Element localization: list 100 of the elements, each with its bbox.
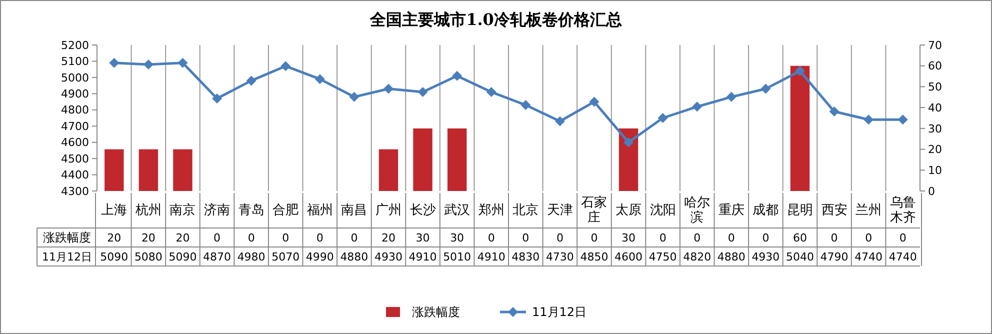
legend-label: 11月12日 bbox=[532, 305, 587, 320]
data-label: 20 bbox=[176, 231, 190, 244]
data-label: 0 bbox=[762, 231, 770, 244]
bar bbox=[413, 128, 432, 191]
data-label: 0 bbox=[214, 231, 221, 244]
data-label: 5040 bbox=[786, 250, 814, 264]
point bbox=[178, 58, 188, 68]
x-tick-label: 重庆 bbox=[718, 203, 744, 218]
y-tick-label: 4300 bbox=[61, 184, 89, 198]
x-tick-label: 长沙 bbox=[410, 203, 436, 218]
point bbox=[418, 87, 428, 98]
data-label: 30 bbox=[450, 231, 464, 244]
x-tick-label: 郑州 bbox=[478, 203, 504, 218]
data-label: 5090 bbox=[100, 250, 128, 264]
data-label: 0 bbox=[248, 231, 255, 244]
y2-tick-label: 10 bbox=[928, 164, 942, 177]
data-label: 0 bbox=[556, 231, 564, 244]
data-label: 4830 bbox=[512, 250, 540, 264]
data-label: 0 bbox=[728, 231, 735, 244]
bar bbox=[138, 149, 158, 191]
bar bbox=[790, 66, 810, 191]
data-label: 0 bbox=[865, 231, 872, 244]
data-label: 5090 bbox=[168, 250, 197, 264]
data-label: 0 bbox=[282, 231, 290, 244]
point bbox=[589, 96, 600, 107]
data-label: 5080 bbox=[134, 250, 162, 264]
data-label: 4880 bbox=[717, 250, 746, 264]
data-label: 4850 bbox=[580, 250, 608, 264]
data-label: 4910 bbox=[408, 250, 437, 264]
x-tick-label: 北京 bbox=[512, 203, 539, 218]
data-label: 0 bbox=[316, 231, 324, 244]
x-tick-label: 杭州 bbox=[134, 203, 162, 218]
y2-tick-label: 40 bbox=[928, 101, 942, 114]
data-label: 20 bbox=[381, 231, 396, 244]
x-tick-label: 济南 bbox=[204, 203, 230, 218]
point bbox=[658, 113, 668, 123]
data-label: 20 bbox=[107, 231, 122, 244]
data-label: 5070 bbox=[272, 250, 300, 264]
y2-tick-label: 70 bbox=[928, 38, 942, 52]
data-label: 0 bbox=[522, 231, 530, 244]
y2-tick-label: 50 bbox=[928, 80, 942, 94]
y-tick-label: 4900 bbox=[61, 88, 89, 101]
data-label: 4740 bbox=[888, 250, 917, 264]
bar bbox=[618, 128, 638, 191]
y2-tick-label: 0 bbox=[928, 184, 935, 198]
y-tick-label: 4500 bbox=[61, 152, 89, 166]
x-tick-label: 昆明 bbox=[786, 203, 813, 218]
data-label: 20 bbox=[141, 231, 156, 244]
point bbox=[898, 114, 908, 125]
data-label: 4930 bbox=[374, 250, 402, 264]
x-tick-label: 太原 bbox=[616, 203, 642, 218]
y-tick-label: 4700 bbox=[61, 120, 89, 133]
y-tick-label: 4400 bbox=[61, 168, 89, 182]
point bbox=[246, 76, 256, 86]
point bbox=[864, 114, 874, 125]
bar bbox=[378, 149, 398, 191]
data-label: 30 bbox=[622, 231, 636, 244]
point bbox=[726, 92, 736, 102]
point bbox=[109, 58, 120, 68]
data-label: 4790 bbox=[820, 250, 848, 264]
x-tick-label: 石家庄 bbox=[581, 194, 608, 226]
point bbox=[486, 87, 496, 98]
data-label: 5010 bbox=[443, 250, 472, 264]
point bbox=[212, 94, 222, 104]
data-label: 4910 bbox=[477, 250, 506, 264]
data-label: 0 bbox=[659, 231, 666, 244]
x-tick-label: 上海 bbox=[101, 203, 128, 218]
data-label: 0 bbox=[590, 231, 598, 244]
data-label: 4750 bbox=[648, 250, 677, 264]
data-label: 4880 bbox=[340, 250, 368, 264]
data-label: 30 bbox=[416, 231, 430, 244]
x-tick-label: 广州 bbox=[375, 203, 402, 218]
data-label: 4980 bbox=[237, 250, 266, 264]
x-tick-label: 福州 bbox=[306, 203, 333, 218]
bar bbox=[104, 149, 124, 191]
data-label: 60 bbox=[792, 231, 807, 244]
data-label: 0 bbox=[830, 231, 838, 244]
x-tick-label: 天津 bbox=[546, 203, 573, 218]
point bbox=[692, 102, 702, 112]
text: 11月12日 bbox=[42, 250, 92, 264]
text: 涨跌幅度 bbox=[43, 230, 91, 245]
x-tick-label: 南昌 bbox=[341, 203, 368, 218]
data-label: 0 bbox=[694, 231, 701, 244]
x-tick-label: 青岛 bbox=[238, 203, 264, 218]
y-tick-label: 5200 bbox=[61, 38, 89, 52]
point bbox=[383, 84, 394, 94]
data-label: 4730 bbox=[546, 250, 574, 264]
y-tick-label: 5100 bbox=[61, 55, 89, 68]
data-label: 4740 bbox=[854, 250, 883, 264]
data-label: 0 bbox=[899, 231, 906, 244]
point bbox=[452, 70, 462, 81]
data-label: 4930 bbox=[752, 250, 780, 264]
y2-tick-label: 30 bbox=[928, 122, 942, 136]
x-tick-label: 合肥 bbox=[272, 203, 299, 218]
point bbox=[143, 59, 154, 70]
y2-tick-label: 20 bbox=[928, 143, 942, 156]
data-label: 0 bbox=[350, 231, 358, 244]
x-tick-label: 沈阳 bbox=[650, 203, 676, 218]
y-tick-label: 5000 bbox=[61, 71, 89, 84]
point bbox=[314, 74, 325, 84]
